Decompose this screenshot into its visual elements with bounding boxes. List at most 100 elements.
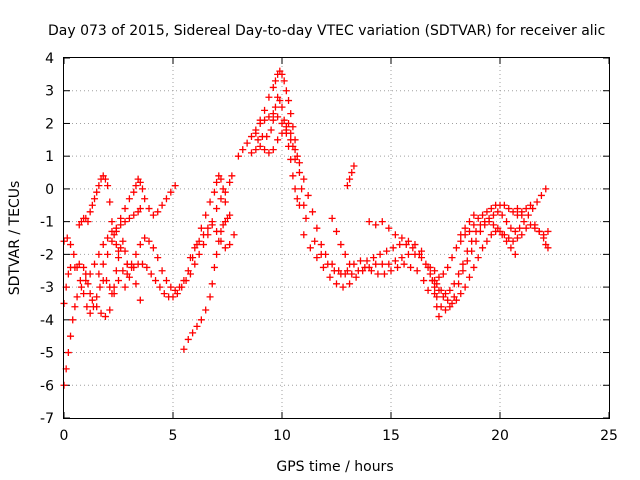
data-point	[184, 335, 192, 343]
data-point	[479, 244, 487, 252]
data-point	[93, 293, 101, 301]
data-point	[213, 205, 221, 213]
data-point	[396, 241, 404, 249]
plot-frame	[63, 57, 610, 419]
data-point	[89, 303, 97, 311]
data-point	[99, 260, 107, 268]
data-point	[365, 218, 373, 226]
data-point	[269, 146, 277, 154]
data-point	[86, 309, 94, 317]
data-point	[226, 241, 234, 249]
data-point	[132, 182, 140, 190]
data-point	[326, 273, 334, 281]
data-point	[64, 349, 72, 357]
data-point	[411, 241, 419, 249]
series-arc-13	[247, 119, 299, 163]
data-point	[285, 119, 293, 127]
data-point	[154, 208, 162, 216]
data-point	[363, 257, 371, 265]
data-point	[400, 260, 408, 268]
y-tick-label: 0	[45, 182, 54, 198]
data-point	[197, 224, 205, 232]
data-point	[213, 250, 221, 258]
data-point	[115, 247, 122, 255]
x-tick-label: 5	[169, 428, 178, 444]
data-point	[191, 244, 199, 252]
data-point	[145, 205, 153, 213]
data-point	[317, 241, 325, 249]
data-point	[450, 293, 458, 301]
data-point	[339, 283, 347, 291]
data-point	[67, 332, 75, 340]
series-arc-10	[234, 110, 325, 249]
data-point	[77, 283, 85, 291]
data-point	[193, 322, 201, 330]
data-point	[300, 231, 308, 239]
data-point	[311, 237, 319, 245]
data-point	[470, 211, 478, 219]
data-point	[455, 270, 463, 278]
data-point	[465, 227, 473, 235]
data-point	[291, 136, 299, 144]
y-tick-label: 3	[45, 84, 54, 100]
y-tick-label: -2	[40, 247, 54, 263]
data-point	[195, 250, 203, 258]
x-tick-labels: 0 5 10 15 20 25	[60, 428, 618, 444]
series-arc-7	[123, 172, 229, 294]
data-point	[282, 87, 290, 95]
data-point	[494, 224, 502, 232]
data-point	[95, 182, 103, 190]
data-point	[167, 283, 175, 291]
data-point	[291, 155, 299, 163]
data-point	[380, 270, 388, 278]
data-point	[108, 290, 116, 298]
series-arc-3	[60, 234, 131, 317]
data-point	[88, 296, 96, 304]
data-point	[274, 113, 282, 121]
data-point	[125, 195, 133, 203]
data-point	[313, 224, 321, 232]
data-point	[470, 263, 478, 271]
data-point	[433, 280, 441, 288]
data-point	[435, 273, 443, 281]
data-point	[422, 260, 430, 268]
x-tick-label: 15	[382, 428, 400, 444]
data-point	[117, 221, 125, 229]
data-point	[230, 231, 238, 239]
series-arc-26	[531, 221, 552, 252]
data-point	[474, 214, 482, 222]
data-point	[206, 293, 214, 301]
data-point	[247, 149, 255, 157]
data-point	[112, 241, 120, 249]
data-point	[67, 241, 75, 249]
data-point	[63, 234, 71, 242]
data-point	[448, 254, 456, 262]
data-point	[269, 116, 277, 124]
data-point	[337, 241, 345, 249]
data-point	[465, 273, 473, 281]
data-point	[267, 126, 275, 134]
data-point	[413, 267, 421, 275]
data-point	[226, 178, 234, 186]
data-point	[162, 195, 170, 203]
data-point	[91, 260, 99, 268]
y-axis-title: SDTVAR / TECUs	[7, 181, 23, 296]
data-point	[278, 70, 286, 78]
data-point	[341, 250, 349, 258]
data-point	[289, 142, 297, 150]
data-point	[472, 227, 480, 235]
data-point	[213, 227, 221, 235]
data-point	[513, 234, 521, 242]
data-point	[132, 280, 140, 288]
data-point	[435, 313, 443, 321]
y-tick-label: -4	[40, 313, 54, 329]
data-point	[112, 227, 120, 235]
data-point	[322, 250, 330, 258]
data-point	[147, 270, 155, 278]
data-point	[171, 286, 179, 294]
data-point	[271, 103, 279, 111]
data-point	[71, 303, 79, 311]
data-point	[350, 162, 358, 170]
data-point	[513, 205, 521, 213]
data-point	[97, 309, 105, 317]
